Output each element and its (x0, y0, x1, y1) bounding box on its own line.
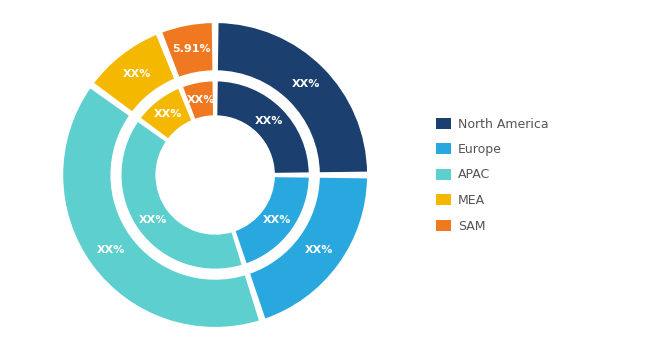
Legend: North America, Europe, APAC, MEA, SAM: North America, Europe, APAC, MEA, SAM (436, 118, 549, 232)
Text: XX%: XX% (187, 95, 215, 105)
Wedge shape (139, 87, 193, 140)
Text: XX%: XX% (292, 79, 320, 89)
Text: XX%: XX% (255, 116, 283, 126)
Text: XX%: XX% (154, 110, 182, 119)
Text: XX%: XX% (305, 245, 333, 256)
Text: XX%: XX% (139, 215, 167, 225)
Text: 5.91%: 5.91% (172, 44, 211, 54)
Wedge shape (248, 176, 369, 320)
Text: XX%: XX% (263, 215, 291, 225)
Wedge shape (161, 22, 214, 78)
Wedge shape (92, 33, 176, 113)
Wedge shape (181, 80, 214, 120)
Text: XX%: XX% (122, 69, 151, 79)
Wedge shape (234, 176, 310, 265)
Wedge shape (216, 80, 310, 174)
Text: XX%: XX% (97, 245, 126, 256)
Wedge shape (120, 120, 244, 270)
Wedge shape (62, 86, 261, 328)
Wedge shape (216, 22, 369, 174)
